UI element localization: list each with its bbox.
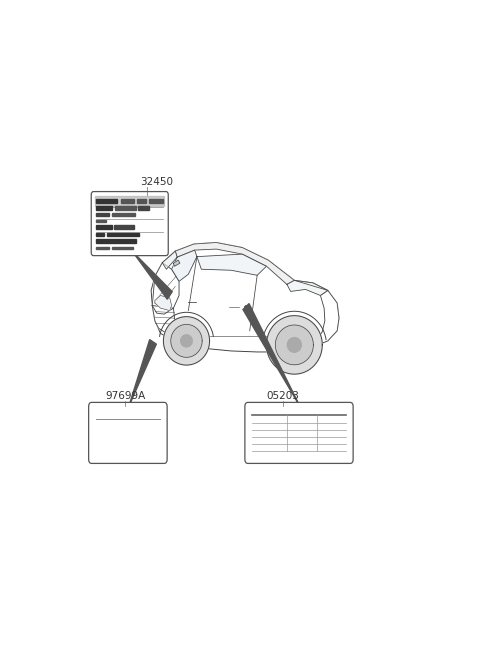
Polygon shape [152, 305, 175, 332]
Polygon shape [152, 263, 179, 314]
Text: 97699A: 97699A [105, 392, 145, 402]
Polygon shape [266, 316, 322, 374]
Polygon shape [180, 335, 192, 347]
Polygon shape [313, 290, 339, 347]
Text: 05203: 05203 [267, 392, 300, 402]
Polygon shape [243, 303, 300, 406]
Polygon shape [175, 242, 294, 284]
Bar [137, 198, 146, 202]
Bar [96, 206, 112, 210]
Text: 32450: 32450 [140, 177, 173, 187]
Bar [114, 225, 134, 229]
Polygon shape [129, 339, 156, 406]
Bar [112, 247, 133, 249]
Bar [96, 198, 118, 202]
Bar [121, 198, 134, 202]
Bar [96, 247, 108, 249]
Polygon shape [197, 254, 266, 275]
Polygon shape [132, 252, 172, 299]
Polygon shape [288, 337, 301, 352]
Polygon shape [172, 250, 197, 282]
FancyBboxPatch shape [91, 191, 168, 255]
Polygon shape [276, 325, 313, 365]
Bar [96, 196, 164, 206]
Polygon shape [151, 242, 339, 352]
Bar [138, 206, 149, 210]
Polygon shape [287, 280, 328, 295]
Bar [96, 233, 104, 236]
FancyBboxPatch shape [245, 402, 353, 464]
Polygon shape [155, 295, 172, 310]
Polygon shape [163, 316, 210, 365]
Bar [107, 233, 139, 236]
Bar [149, 198, 163, 202]
Bar [96, 239, 135, 243]
Polygon shape [171, 324, 202, 358]
Bar [112, 213, 135, 216]
Bar [115, 206, 135, 210]
FancyBboxPatch shape [89, 402, 167, 464]
Polygon shape [162, 251, 177, 269]
Bar [96, 220, 106, 223]
Polygon shape [173, 260, 180, 266]
Bar [96, 213, 108, 216]
Bar [96, 225, 112, 229]
